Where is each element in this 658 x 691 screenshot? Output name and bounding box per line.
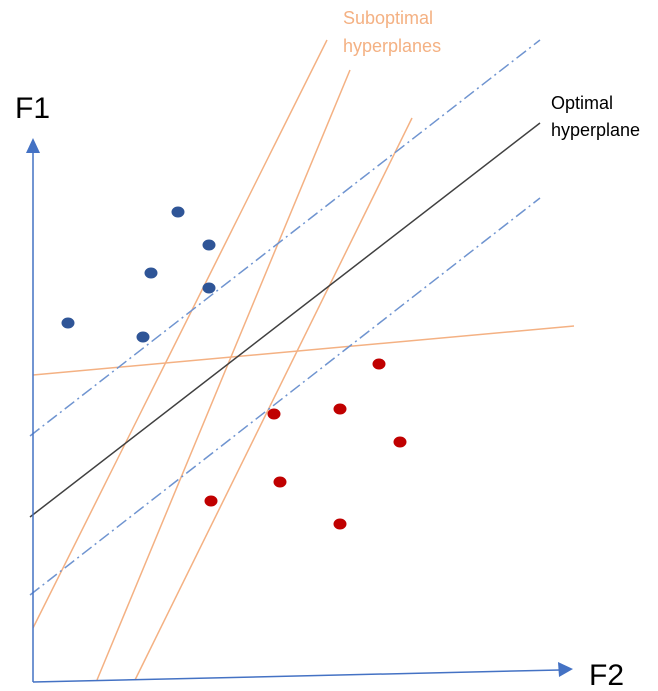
suboptimal-hyperplane — [32, 39, 328, 629]
data-point-class-b — [273, 476, 287, 488]
data-point-class-a — [136, 331, 150, 343]
data-point-class-b — [333, 403, 347, 415]
data-point-class-b — [267, 408, 281, 420]
optimal-hyperplane — [29, 122, 541, 518]
margin-line-lower — [29, 197, 541, 596]
x-axis — [32, 669, 561, 683]
margin-line-upper — [29, 39, 541, 437]
class-a-points — [61, 206, 216, 343]
optimal-label-line2: hyperplane — [551, 120, 640, 140]
suboptimal-label-line2: hyperplanes — [343, 36, 441, 56]
axes — [26, 138, 573, 683]
margin-lines — [29, 39, 541, 596]
data-point-class-a — [61, 317, 75, 329]
data-point-class-a — [144, 267, 158, 279]
class-b-points — [204, 358, 407, 530]
data-point-class-a — [202, 282, 216, 294]
suboptimal-hyperplane — [32, 325, 575, 376]
y-axis-label: F1 — [15, 92, 50, 125]
data-point-class-b — [393, 436, 407, 448]
data-point-class-b — [204, 495, 218, 507]
suboptimal-hyperplane — [134, 117, 413, 681]
data-point-class-a — [202, 239, 216, 251]
data-point-class-b — [372, 358, 386, 370]
x-axis-label: F2 — [589, 659, 624, 691]
data-point-class-b — [333, 518, 347, 530]
optimal-label-line1: Optimal — [551, 93, 613, 113]
data-point-class-a — [171, 206, 185, 218]
suboptimal-label-line1: Suboptimal — [343, 8, 433, 28]
suboptimal-hyperplane — [96, 69, 351, 681]
x-axis-arrow — [558, 662, 573, 677]
suboptimal-hyperplanes — [32, 39, 575, 681]
y-axis-arrow — [26, 138, 40, 153]
